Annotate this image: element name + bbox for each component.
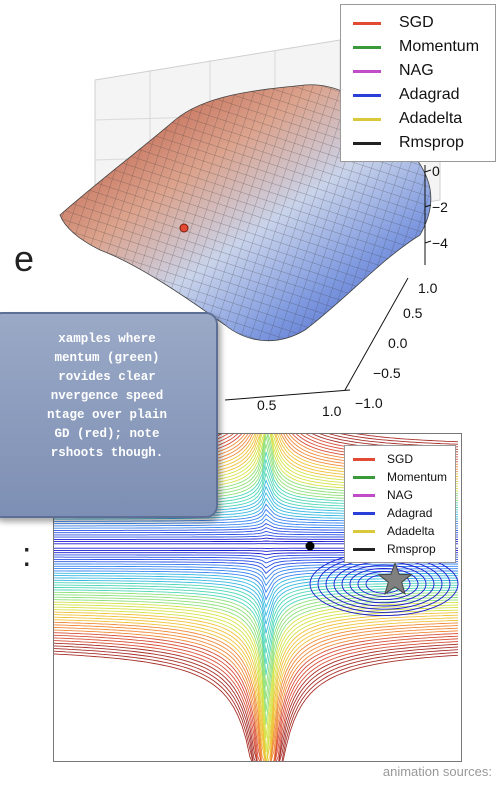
- legend-entry: SGD: [341, 11, 495, 35]
- sgd-marker: [179, 223, 189, 233]
- y-tick-label: 0.5: [403, 305, 423, 321]
- legend-label: Adagrad: [399, 86, 460, 103]
- legend-label: Adadelta: [387, 524, 435, 538]
- legend-label: Adagrad: [387, 506, 433, 520]
- contour-line: [54, 627, 459, 761]
- contour-line: [54, 619, 459, 761]
- contour-line: [54, 653, 459, 761]
- contour-line: [54, 594, 459, 699]
- minimum-star-icon: [377, 561, 413, 595]
- x-axis: [224, 389, 351, 401]
- legend-swatch: [353, 511, 375, 515]
- legend-entry: Momentum: [345, 468, 455, 486]
- legend-swatch: [353, 117, 381, 121]
- slide-text-fragment: :: [22, 536, 32, 574]
- contour-line: [54, 648, 459, 761]
- callout-text: xamples where mentum (green) rovides cle…: [46, 332, 168, 460]
- y-tick-label: 0.0: [388, 335, 408, 351]
- contour-line: [54, 599, 459, 725]
- legend-3d-plot: SGD Momentum NAG Adagrad Adadelta Rmspro…: [340, 4, 496, 162]
- legend-label: Rmsprop: [387, 542, 436, 556]
- z-tick-label: −4: [432, 235, 448, 251]
- contour-line: [54, 570, 458, 601]
- contour-line: [54, 591, 458, 687]
- contour-line: [54, 634, 459, 761]
- contour-line: [54, 650, 459, 761]
- legend-swatch: [353, 475, 375, 479]
- z-tick-label: 0: [432, 163, 440, 179]
- contour-line: [54, 642, 459, 761]
- legend-entry: SGD: [345, 450, 455, 468]
- contour-line: [54, 563, 458, 580]
- legend-entry: NAG: [345, 486, 455, 504]
- current-point-marker: [305, 541, 315, 551]
- contour-line: [54, 621, 459, 761]
- legend-label: SGD: [387, 452, 414, 466]
- x-tick-label: 0.5: [257, 397, 277, 413]
- contour-line: [54, 589, 459, 676]
- surface-mesh-lines: [60, 84, 431, 341]
- y-tick-label: 1.0: [418, 280, 438, 296]
- legend-label: Momentum: [399, 38, 480, 55]
- contour-loop: [349, 567, 419, 601]
- legend-entry: Rmsprop: [341, 131, 495, 155]
- contour-line: [54, 624, 459, 761]
- legend-label: Rmsprop: [399, 134, 464, 151]
- legend-label: NAG: [387, 488, 414, 502]
- legend-label: SGD: [399, 14, 434, 31]
- contour-line: [54, 616, 459, 761]
- contour-line: [54, 645, 459, 761]
- contour-line: [54, 565, 458, 587]
- y-tick-label: −1.0: [355, 395, 383, 411]
- legend-swatch: [353, 21, 381, 25]
- y-axis: [344, 277, 409, 391]
- legend-entry: Momentum: [341, 35, 495, 59]
- legend-entry: Adadelta: [345, 522, 455, 540]
- contour-line: [54, 604, 459, 753]
- contour-loop: [341, 564, 427, 604]
- legend-swatch: [353, 141, 381, 145]
- legend-swatch: [353, 45, 381, 49]
- legend-label: NAG: [399, 62, 434, 79]
- contour-line: [54, 629, 459, 761]
- contour-line: [54, 606, 459, 761]
- contour-line: [54, 614, 459, 761]
- legend-entry: NAG: [341, 59, 495, 83]
- legend-label: Adadelta: [399, 110, 463, 127]
- contour-line: [54, 632, 459, 761]
- footer-caption: animation sources:: [382, 764, 492, 779]
- legend-swatch: [353, 69, 381, 73]
- legend-entry: Adadelta: [341, 107, 495, 131]
- legend-swatch: [353, 547, 375, 551]
- contour-line: [54, 601, 459, 739]
- legend-swatch: [353, 529, 375, 533]
- legend-entry: Adagrad: [341, 83, 495, 107]
- legend-entry: Rmsprop: [345, 540, 455, 558]
- y-tick-label: −0.5: [373, 365, 401, 381]
- contour-loop: [357, 571, 411, 597]
- legend-label: Momentum: [387, 470, 448, 484]
- contour-line: [54, 637, 459, 761]
- contour-line: [54, 640, 459, 761]
- callout-box: xamples where mentum (green) rovides cle…: [0, 312, 218, 518]
- x-tick-label: 1.0: [322, 403, 342, 419]
- legend-contour-plot: SGD Momentum NAG Adagrad Adadelta Rmspro…: [344, 445, 456, 563]
- legend-swatch: [353, 493, 375, 497]
- legend-swatch: [353, 457, 375, 461]
- slide-text-fragment: e: [14, 238, 35, 279]
- legend-entry: Adagrad: [345, 504, 455, 522]
- legend-swatch: [353, 93, 381, 97]
- z-tick-label: −2: [432, 199, 448, 215]
